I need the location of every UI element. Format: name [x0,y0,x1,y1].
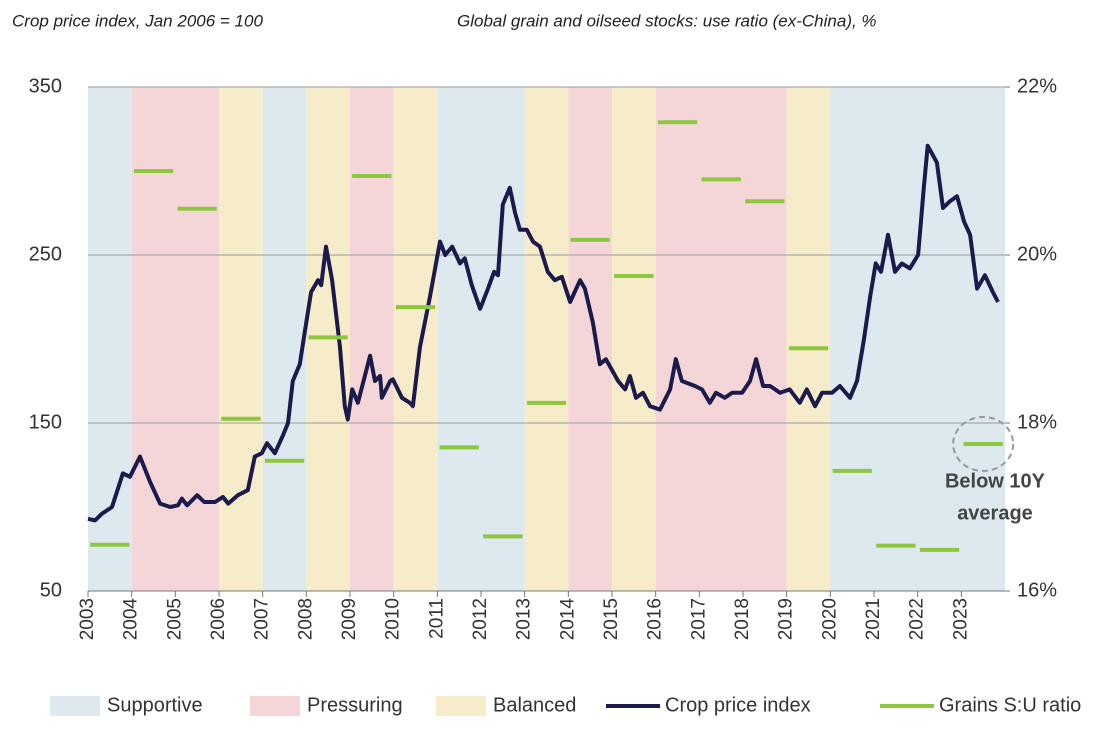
regime-band [655,87,787,591]
x-tick-label: 2006 [208,598,229,640]
x-tick-label: 2016 [645,598,666,640]
x-tick-label: 2008 [295,598,316,640]
x-tick-label: 2010 [383,598,404,640]
left-axis-title: Crop price index, Jan 2006 = 100 [12,11,263,30]
y-tick-label: 250 [29,243,62,265]
legend-label: Crop price index [665,694,811,716]
y2-tick-label: 16% [1017,579,1057,601]
x-tick-label: 2009 [339,598,360,640]
regime-band [88,87,132,591]
x-tick-label: 2013 [514,598,535,640]
y-tick-label: 150 [29,411,62,433]
x-tick-label: 2005 [164,598,185,640]
legend-swatch [436,696,486,716]
legend-label: Grains S:U ratio [939,694,1081,716]
regime-band [612,87,656,591]
x-tick-label: 2019 [776,598,797,640]
x-tick-label: 2007 [252,598,273,640]
regime-band [786,87,831,591]
legend-swatch [50,696,100,716]
regime-band [437,87,525,591]
right-axis-title: Global grain and oilseed stocks: use rat… [457,11,877,30]
x-tick-label: 2003 [77,598,98,640]
legend-label: Supportive [107,694,203,716]
legend-label: Balanced [493,694,576,716]
x-tick-label: 2017 [688,598,709,640]
legend-label: Pressuring [307,694,403,716]
x-tick-label: 2011 [426,598,447,639]
x-tick-label: 2020 [819,598,840,640]
regime-band [350,87,394,591]
y2-tick-label: 22% [1017,75,1057,97]
y2-tick-label: 18% [1017,411,1057,433]
x-tick-label: 2015 [601,598,622,640]
regime-band [830,87,1005,591]
x-tick-label: 2012 [470,598,491,640]
regime-band [131,87,219,591]
y-tick-label: 50 [40,579,62,601]
x-tick-label: 2014 [557,598,578,641]
annotation-circle [952,416,1015,472]
regime-band [219,87,263,591]
y-tick-label: 350 [29,75,62,97]
regime-band [568,87,612,591]
x-tick-label: 2022 [907,598,928,640]
regime-band [524,87,569,591]
annotation: average [957,502,1033,524]
regime-band [393,87,438,591]
x-tick-label: 2021 [863,598,884,640]
legend-swatch [250,696,300,716]
x-tick-label: 2004 [121,598,142,641]
x-tick-label: 2023 [950,598,971,640]
annotation: Below 10Y [945,470,1046,492]
x-tick-label: 2018 [732,598,753,640]
price-line [87,143,1000,523]
y2-tick-label: 20% [1017,243,1057,265]
regime-band [262,87,307,591]
